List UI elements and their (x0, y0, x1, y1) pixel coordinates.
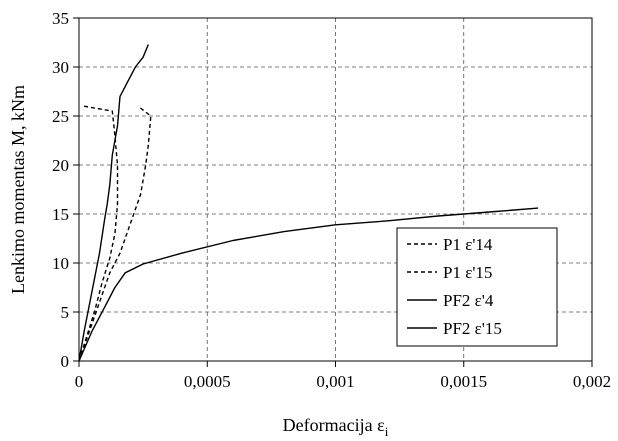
series-line-4 (78, 207, 539, 362)
x-axis-title-subscript: i (385, 424, 389, 439)
x-tick-label: 0,002 (573, 372, 611, 391)
x-axis-tick-labels: 0 0,0005 0,001 0,0015 0,002 (75, 372, 611, 391)
x-axis-title-main: Deformacija ε (283, 415, 385, 435)
x-tick-label: 0,001 (316, 372, 354, 391)
legend: P1 ε'14 P1 ε'15 PF2 ε'4 PF2 ε'15 (396, 227, 558, 347)
y-tick-label: 30 (52, 58, 69, 77)
x-tick-label: 0,0015 (440, 372, 487, 391)
x-axis-title: Deformacija εi (283, 415, 389, 439)
y-tick-label: 25 (52, 107, 69, 126)
y-axis-tick-labels: 0 5 10 15 20 25 30 35 (52, 9, 69, 371)
legend-label: P1 ε'14 (443, 235, 493, 254)
x-tick-label: 0 (75, 372, 84, 391)
legend-label: PF2 ε'15 (443, 319, 502, 338)
series-line-2 (78, 105, 152, 362)
series-line-1 (78, 105, 119, 362)
series-lines (78, 44, 539, 362)
y-tick-label: 15 (52, 205, 69, 224)
y-tick-label: 0 (61, 352, 70, 371)
series-line-3 (78, 44, 149, 362)
legend-box (396, 227, 558, 347)
legend-label: PF2 ε'4 (443, 291, 494, 310)
tick-marks (73, 17, 593, 367)
y-tick-label: 35 (52, 9, 69, 28)
y-tick-label: 10 (52, 254, 69, 273)
legend-label: P1 ε'15 (443, 263, 492, 282)
y-tick-label: 5 (61, 303, 70, 322)
y-tick-label: 20 (52, 156, 69, 175)
x-tick-label: 0,0005 (184, 372, 231, 391)
y-axis-title: Lenkimo momentas M, kNm (8, 85, 28, 294)
